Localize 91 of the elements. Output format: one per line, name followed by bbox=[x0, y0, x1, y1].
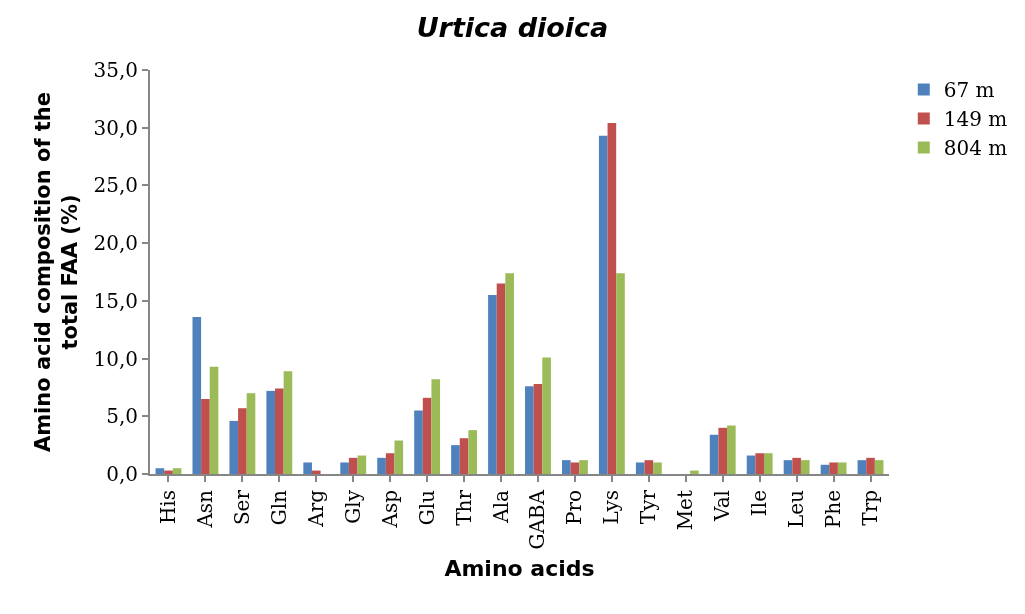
bar bbox=[866, 457, 875, 474]
bar bbox=[246, 393, 256, 474]
bar bbox=[283, 371, 293, 474]
bar bbox=[644, 460, 654, 474]
x-tick-label: Gly bbox=[340, 489, 365, 524]
bar bbox=[459, 438, 469, 474]
bar bbox=[763, 453, 773, 474]
bar bbox=[653, 462, 662, 474]
bar bbox=[820, 464, 830, 474]
bar bbox=[377, 457, 386, 474]
x-tick-label: Arg bbox=[303, 489, 328, 528]
y-tick-label: 10,0 bbox=[93, 346, 138, 371]
bar bbox=[155, 468, 165, 474]
bar bbox=[311, 470, 321, 474]
y-tick-label: 30,0 bbox=[93, 115, 138, 140]
bar bbox=[718, 427, 728, 474]
y-tick-label: 25,0 bbox=[93, 173, 138, 198]
bar bbox=[496, 283, 506, 474]
bar bbox=[829, 462, 838, 474]
x-tick-label: Tyr bbox=[636, 489, 661, 525]
bar bbox=[229, 420, 239, 474]
bar bbox=[431, 379, 441, 474]
bar bbox=[598, 135, 608, 474]
x-tick-label: Ala bbox=[488, 489, 513, 524]
x-tick-label: Asn bbox=[192, 489, 217, 529]
bar bbox=[800, 460, 810, 474]
x-tick-label: His bbox=[155, 490, 180, 525]
y-tick-label: 35,0 bbox=[93, 58, 138, 82]
bar bbox=[792, 457, 801, 474]
y-tick-label: 15,0 bbox=[93, 288, 138, 313]
bar bbox=[616, 273, 625, 474]
bar bbox=[874, 460, 884, 474]
bar bbox=[635, 462, 645, 474]
x-axis-title: Amino acids bbox=[444, 555, 595, 581]
bar bbox=[266, 390, 276, 474]
bar bbox=[561, 460, 571, 474]
bar bbox=[727, 425, 736, 474]
bar bbox=[533, 383, 543, 474]
x-tick-label: Leu bbox=[784, 489, 809, 528]
bar bbox=[488, 295, 497, 474]
x-tick-label: Trp bbox=[858, 490, 883, 526]
bar bbox=[164, 470, 173, 474]
bar bbox=[607, 123, 617, 474]
bar bbox=[340, 462, 349, 474]
bar bbox=[525, 386, 534, 474]
bar bbox=[468, 430, 478, 474]
x-tick-label: Gln bbox=[266, 489, 291, 526]
x-tick-label: Lys bbox=[599, 490, 624, 525]
bar bbox=[505, 273, 514, 474]
x-tick-label: Ile bbox=[747, 490, 772, 517]
bar bbox=[709, 434, 719, 474]
x-tick-label: Ser bbox=[229, 489, 254, 526]
bar bbox=[303, 462, 312, 474]
x-tick-label: Met bbox=[673, 490, 698, 531]
bar bbox=[385, 453, 395, 474]
bar bbox=[570, 462, 580, 474]
x-tick-label: Glu bbox=[414, 489, 439, 526]
bar bbox=[414, 410, 423, 474]
bar bbox=[451, 445, 460, 474]
x-tick-label: GABA bbox=[525, 489, 550, 550]
bar bbox=[755, 453, 764, 474]
bar bbox=[422, 397, 432, 474]
bar bbox=[275, 388, 284, 474]
bar bbox=[857, 460, 867, 474]
y-axis-title: Amino acid composition of the total FAA (%) bbox=[30, 91, 83, 453]
bar bbox=[542, 357, 551, 474]
x-tick-label: Val bbox=[710, 490, 735, 522]
x-tick-label: Thr bbox=[451, 489, 476, 526]
bar bbox=[357, 455, 367, 474]
bar bbox=[579, 460, 588, 474]
bar bbox=[192, 317, 202, 474]
legend-label: 67 m bbox=[943, 78, 995, 103]
bar bbox=[837, 462, 847, 474]
y-tick-label: 0,0 bbox=[106, 462, 138, 486]
bar bbox=[746, 455, 756, 474]
bar bbox=[690, 470, 699, 474]
chart-title: Urtica dioica bbox=[416, 12, 609, 44]
bar bbox=[348, 457, 358, 474]
x-tick-label: Phe bbox=[821, 490, 846, 529]
bar bbox=[201, 398, 210, 474]
x-tick-label: Asp bbox=[377, 490, 402, 529]
y-tick-label: 20,0 bbox=[93, 231, 138, 256]
bar bbox=[238, 408, 247, 474]
bar bbox=[783, 460, 793, 474]
y-tick-label: 5,0 bbox=[106, 404, 138, 429]
bar bbox=[394, 440, 404, 474]
legend-label: 804 m bbox=[943, 136, 1008, 161]
x-tick-label: Pro bbox=[562, 490, 587, 526]
legend-label: 149 m bbox=[943, 107, 1008, 132]
bar bbox=[172, 468, 182, 474]
bar bbox=[209, 366, 219, 474]
